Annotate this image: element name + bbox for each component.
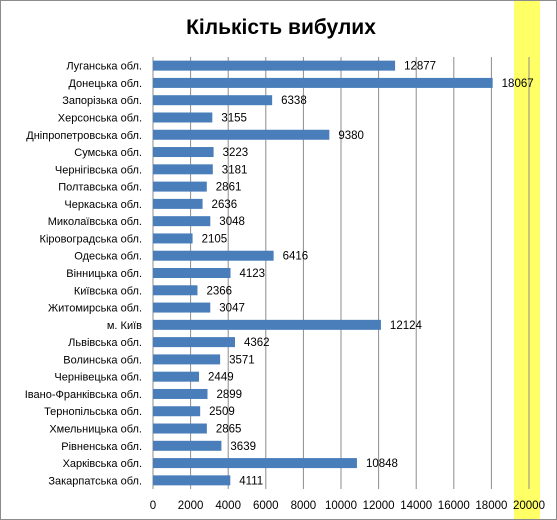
value-label: 12124 xyxy=(390,320,423,332)
value-label: 2636 xyxy=(212,199,238,211)
value-label: 3048 xyxy=(219,216,245,228)
bar xyxy=(153,388,208,399)
bar xyxy=(153,147,214,158)
x-tick-labels: 0 2000 4000 6000 8000 10000 12000 14000 16000 180… xyxy=(150,500,545,512)
value-label: 9380 xyxy=(338,130,364,142)
x-tick-label: 8000 xyxy=(291,500,317,512)
bar xyxy=(153,406,201,417)
value-label: 3223 xyxy=(223,147,249,159)
bar xyxy=(153,268,231,278)
bar xyxy=(153,319,381,330)
value-label: 3047 xyxy=(219,303,245,315)
value-label: 2449 xyxy=(208,372,234,384)
value-label: 4123 xyxy=(240,268,266,280)
value-label: 12877 xyxy=(404,61,436,73)
bar xyxy=(153,302,211,313)
bars xyxy=(153,60,493,486)
bar xyxy=(153,458,357,469)
category-label: Миколаївська обл. xyxy=(48,216,142,228)
x-tick-label: 10000 xyxy=(325,500,357,512)
bar xyxy=(153,95,273,106)
x-tick-label: 4000 xyxy=(215,500,241,512)
category-label: м. Київ xyxy=(107,320,142,332)
category-label: Полтавська обл. xyxy=(58,182,142,194)
bar xyxy=(153,423,207,434)
value-label: 4111 xyxy=(239,475,263,487)
category-label: Житомирська обл. xyxy=(48,303,142,315)
category-label: Хмельницька обл. xyxy=(49,424,142,436)
category-label: Вінницька обл. xyxy=(66,268,142,280)
bar xyxy=(153,129,330,140)
value-label: 3571 xyxy=(229,354,255,366)
bar xyxy=(153,198,203,209)
value-label: 10848 xyxy=(366,458,398,470)
category-label: Закарпатська обл. xyxy=(48,475,142,487)
chart-title: Кількість вибулих xyxy=(186,16,376,39)
category-label: Рівненська обл. xyxy=(61,441,142,453)
x-tick-label: 16000 xyxy=(438,500,470,512)
bar xyxy=(153,216,211,227)
category-label: Кіровоградська обл. xyxy=(40,233,142,245)
value-label: 2366 xyxy=(206,285,232,297)
value-label: 2509 xyxy=(209,406,235,418)
bar xyxy=(153,60,396,71)
bar xyxy=(153,371,200,382)
bar xyxy=(153,77,493,88)
value-label: 18067 xyxy=(502,78,534,90)
category-label: Волинська обл. xyxy=(63,354,142,366)
value-label: 4362 xyxy=(244,337,270,349)
value-label: 2899 xyxy=(217,389,243,401)
category-label: Харківська обл. xyxy=(63,458,142,470)
value-label: 2861 xyxy=(216,182,242,194)
category-label: Сумська обл. xyxy=(74,147,142,159)
value-label: 3639 xyxy=(230,441,256,453)
bar xyxy=(153,112,213,123)
value-label: 2105 xyxy=(202,233,228,245)
category-label: Дніпропетровська обл. xyxy=(26,130,142,142)
bar xyxy=(153,337,236,348)
bar xyxy=(153,475,231,486)
x-tick-label: 2000 xyxy=(178,500,204,512)
bar xyxy=(153,354,221,365)
bar xyxy=(153,233,193,244)
value-label: 2865 xyxy=(216,424,242,436)
category-label: Тернопільська обл. xyxy=(44,406,142,418)
highlight-band xyxy=(514,1,540,519)
category-label: Чернівецька обл. xyxy=(54,372,142,384)
x-tick-label: 6000 xyxy=(253,500,279,512)
category-label: Черкаська обл. xyxy=(64,199,142,211)
category-label: Луганська обл. xyxy=(66,61,142,73)
category-label: Київська обл. xyxy=(74,285,142,297)
x-tick-label: 0 xyxy=(150,500,156,512)
value-label: 6338 xyxy=(281,95,307,107)
category-label: Одеська обл. xyxy=(74,251,142,263)
bar xyxy=(153,440,222,451)
category-label: Чернігівська обл. xyxy=(55,164,142,176)
value-label: 3181 xyxy=(222,164,248,176)
bar xyxy=(153,164,213,175)
x-tick-label: 20000 xyxy=(513,500,545,512)
value-labels: 12877 18067 6338 3155 9380 3223 3181 2861 2636 30… xyxy=(202,61,534,488)
x-tick-label: 18000 xyxy=(475,500,507,512)
bar xyxy=(153,181,207,192)
category-label: Запорізька обл. xyxy=(62,95,142,107)
x-tick-label: 14000 xyxy=(400,500,432,512)
value-label: 3155 xyxy=(221,112,247,124)
bar xyxy=(153,285,198,296)
category-label: Херсонська обл. xyxy=(58,112,142,124)
value-label: 6416 xyxy=(283,251,309,263)
category-label: Донецька обл. xyxy=(68,78,142,90)
bar xyxy=(153,250,274,261)
category-labels: Луганська обл. Донецька обл. Запорізька об… xyxy=(25,61,142,488)
x-tick-label: 12000 xyxy=(363,500,395,512)
category-label: Львівська обл. xyxy=(68,337,142,349)
category-label: Івано-Франківська обл. xyxy=(25,389,142,401)
